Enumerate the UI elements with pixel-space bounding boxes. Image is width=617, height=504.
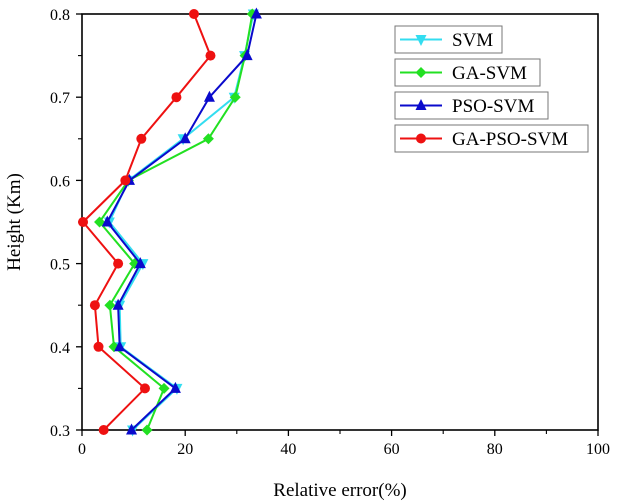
y-tick-label: 0.3 xyxy=(50,423,70,440)
data-point xyxy=(203,90,215,102)
legend-item: GA-SVM xyxy=(394,58,541,87)
y-tick-label: 0.6 xyxy=(50,173,70,190)
x-tick-label: 100 xyxy=(586,441,610,458)
data-point xyxy=(250,7,262,19)
y-tick-label: 0.8 xyxy=(50,7,70,24)
data-point xyxy=(139,383,150,394)
data-point xyxy=(113,258,124,269)
series-line xyxy=(106,13,258,431)
data-point xyxy=(188,9,199,19)
data-point xyxy=(241,49,253,61)
data-point xyxy=(89,300,100,311)
data-point xyxy=(158,382,170,394)
x-tick-label: 60 xyxy=(384,441,400,458)
data-point xyxy=(179,132,191,144)
legend-marker xyxy=(416,133,426,144)
y-tick-label: 0.4 xyxy=(50,340,70,357)
data-point xyxy=(94,216,106,228)
data-point xyxy=(78,217,89,227)
data-point xyxy=(101,215,113,227)
series-pso-svm xyxy=(101,7,262,435)
y-axis-title: Height (Km) xyxy=(4,173,25,271)
data-point xyxy=(169,381,181,393)
data-point xyxy=(93,341,104,352)
x-axis-title: Relative error(%) xyxy=(273,480,406,501)
legend-item: GA-PSO-SVM xyxy=(394,124,589,153)
data-point xyxy=(171,92,182,103)
data-point xyxy=(120,175,131,186)
y-tick-label: 0.7 xyxy=(50,90,70,107)
data-point xyxy=(126,423,138,435)
legend-label: PSO-SVM xyxy=(452,96,534,117)
data-point xyxy=(136,133,147,144)
legend-item: PSO-SVM xyxy=(394,91,549,120)
x-tick-label: 20 xyxy=(177,441,193,458)
data-point xyxy=(98,425,109,435)
data-point xyxy=(104,299,116,311)
data-point xyxy=(141,424,153,436)
data-point xyxy=(134,257,146,269)
legend-label: GA-SVM xyxy=(452,63,527,84)
legend-label: GA-PSO-SVM xyxy=(452,129,568,150)
series-ga-svm xyxy=(94,8,258,436)
data-point xyxy=(114,340,126,352)
legend-label: SVM xyxy=(452,30,493,51)
legend-marker xyxy=(415,99,427,110)
data-point xyxy=(112,298,124,310)
legend-marker xyxy=(415,35,427,46)
x-tick-label: 80 xyxy=(487,441,503,458)
series-line xyxy=(108,13,255,431)
y-tick-label: 0.5 xyxy=(50,257,70,274)
legend-item: SVM xyxy=(394,25,503,54)
x-tick-label: 0 xyxy=(78,441,86,458)
legend-marker xyxy=(415,67,427,78)
x-tick-label: 40 xyxy=(280,441,296,458)
data-point xyxy=(202,133,214,145)
series-ga-pso-svm xyxy=(78,9,216,435)
data-point xyxy=(229,91,241,103)
data-point xyxy=(205,50,216,61)
